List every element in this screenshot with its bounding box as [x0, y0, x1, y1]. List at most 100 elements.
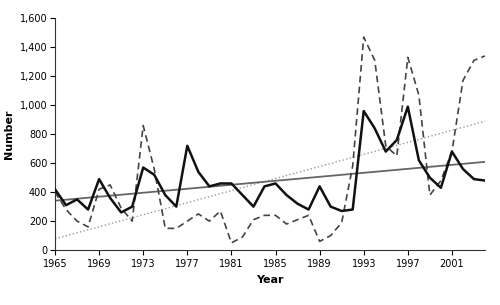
Linear Trend, Presidential Disaster Declarations [482, 120, 488, 123]
Linear Trend, Presidential Disaster Declarations [152, 210, 158, 213]
Linear Trend, Presidential Disaster Declarations [52, 237, 58, 241]
Presidential Disaster Declarations [240, 235, 246, 239]
Presidential Disaster Declarations [162, 227, 168, 230]
Major Hazard Events [383, 150, 389, 153]
Major Hazard Events [316, 185, 322, 188]
Presidential Disaster Declarations [262, 214, 268, 217]
Major Hazard Events [372, 127, 378, 130]
Major Hazard Events [471, 177, 477, 181]
Major Hazard Events [218, 182, 224, 185]
Major Hazard Events [272, 182, 278, 185]
Presidential Disaster Declarations [405, 56, 411, 59]
Linear Trend, Presidential Disaster Declarations [134, 214, 140, 218]
Linear Trend, Major Hazards Events [134, 192, 140, 195]
Presidential Disaster Declarations [174, 227, 180, 230]
Linear Trend, Major Hazards Events [482, 160, 488, 164]
Linear Trend, Major Hazards Events [274, 179, 280, 182]
Major Hazard Events [416, 159, 422, 162]
Major Hazard Events [196, 170, 202, 174]
Line: Linear Trend, Presidential Disaster Declarations: Linear Trend, Presidential Disaster Decl… [55, 121, 485, 239]
Presidential Disaster Declarations [328, 234, 334, 237]
Line: Major Hazard Events: Major Hazard Events [55, 107, 485, 212]
Presidential Disaster Declarations [482, 54, 488, 58]
Major Hazard Events [228, 182, 234, 185]
Presidential Disaster Declarations [196, 212, 202, 216]
Presidential Disaster Declarations [52, 190, 58, 194]
Presidential Disaster Declarations [151, 167, 157, 171]
Major Hazard Events [449, 150, 455, 153]
Presidential Disaster Declarations [383, 144, 389, 148]
Major Hazard Events [405, 105, 411, 109]
Major Hazard Events [206, 185, 212, 188]
Presidential Disaster Declarations [416, 93, 422, 97]
Major Hazard Events [294, 202, 300, 206]
Major Hazard Events [438, 186, 444, 190]
Major Hazard Events [482, 179, 488, 182]
Presidential Disaster Declarations [338, 221, 344, 224]
Presidential Disaster Declarations [218, 209, 224, 213]
Major Hazard Events [184, 144, 190, 148]
Major Hazard Events [250, 205, 256, 209]
Presidential Disaster Declarations [350, 164, 356, 168]
Presidential Disaster Declarations [85, 225, 91, 229]
Major Hazard Events [338, 209, 344, 213]
Linear Trend, Presidential Disaster Declarations [448, 129, 454, 133]
Major Hazard Events [262, 185, 268, 188]
Presidential Disaster Declarations [129, 219, 135, 223]
Linear Trend, Presidential Disaster Declarations [274, 176, 280, 180]
Presidential Disaster Declarations [306, 214, 312, 217]
Major Hazard Events [328, 205, 334, 209]
Presidential Disaster Declarations [63, 208, 69, 211]
Presidential Disaster Declarations [316, 240, 322, 243]
Presidential Disaster Declarations [449, 150, 455, 153]
Major Hazard Events [74, 198, 80, 201]
Presidential Disaster Declarations [74, 219, 80, 223]
Major Hazard Events [96, 177, 102, 181]
Presidential Disaster Declarations [272, 214, 278, 217]
Presidential Disaster Declarations [118, 206, 124, 210]
Major Hazard Events [63, 203, 69, 207]
Major Hazard Events [107, 196, 113, 200]
X-axis label: Year: Year [256, 275, 284, 285]
Major Hazard Events [350, 208, 356, 211]
Linear Trend, Major Hazards Events [448, 163, 454, 167]
Major Hazard Events [460, 167, 466, 171]
Presidential Disaster Declarations [184, 219, 190, 223]
Major Hazard Events [360, 109, 366, 113]
Linear Trend, Major Hazards Events [52, 199, 58, 203]
Presidential Disaster Declarations [394, 154, 400, 158]
Presidential Disaster Declarations [250, 218, 256, 221]
Presidential Disaster Declarations [206, 219, 212, 223]
Presidential Disaster Declarations [471, 59, 477, 62]
Presidential Disaster Declarations [284, 222, 290, 226]
Major Hazard Events [118, 210, 124, 214]
Presidential Disaster Declarations [360, 35, 366, 39]
Major Hazard Events [284, 193, 290, 197]
Presidential Disaster Declarations [294, 218, 300, 221]
Presidential Disaster Declarations [228, 241, 234, 245]
Line: Linear Trend, Major Hazards Events: Linear Trend, Major Hazards Events [55, 162, 485, 201]
Major Hazard Events [427, 176, 433, 179]
Major Hazard Events [240, 193, 246, 197]
Presidential Disaster Declarations [96, 187, 102, 191]
Major Hazard Events [151, 173, 157, 177]
Line: Presidential Disaster Declarations: Presidential Disaster Declarations [55, 37, 485, 243]
Linear Trend, Presidential Disaster Declarations [308, 167, 314, 170]
Major Hazard Events [129, 205, 135, 209]
Major Hazard Events [52, 187, 58, 191]
Presidential Disaster Declarations [427, 193, 433, 197]
Major Hazard Events [85, 208, 91, 211]
Y-axis label: Number: Number [4, 109, 14, 159]
Major Hazard Events [174, 205, 180, 209]
Presidential Disaster Declarations [372, 59, 378, 62]
Major Hazard Events [394, 138, 400, 142]
Linear Trend, Major Hazards Events [460, 162, 466, 166]
Presidential Disaster Declarations [460, 79, 466, 82]
Linear Trend, Major Hazards Events [308, 176, 314, 179]
Major Hazard Events [162, 193, 168, 197]
Linear Trend, Major Hazards Events [152, 190, 158, 193]
Presidential Disaster Declarations [107, 183, 113, 187]
Major Hazard Events [306, 208, 312, 211]
Presidential Disaster Declarations [438, 179, 444, 182]
Major Hazard Events [140, 166, 146, 169]
